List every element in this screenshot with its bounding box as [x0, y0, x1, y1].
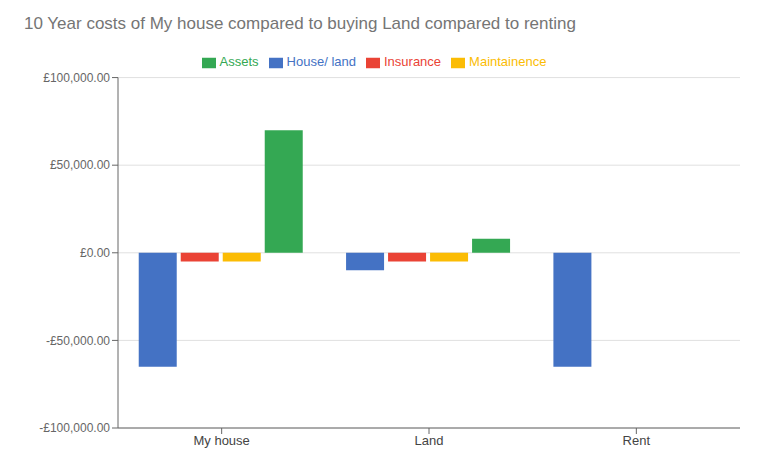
html-text:House/ land: House/ land [286, 54, 356, 69]
svg-text:My house: My house [193, 433, 249, 448]
svg-text:£100,000.00: £100,000.00 [43, 71, 110, 85]
svg-text:£50,000.00: £50,000.00 [50, 158, 110, 172]
html-text:Maintainence: Maintainence [469, 54, 547, 69]
svg-text:£0.00: £0.00 [80, 246, 110, 260]
html-text:Assets: Assets [219, 54, 259, 69]
svg-text:-£50,000.00: -£50,000.00 [46, 334, 110, 348]
html-text:Insurance: Insurance [384, 54, 442, 69]
html-text:10 Year costs of My house comp: 10 Year costs of My house compared to bu… [24, 14, 576, 33]
svg-text:Land: Land [415, 433, 444, 448]
svg-text:-£100,000.00: -£100,000.00 [39, 421, 110, 435]
svg-text:Rent: Rent [623, 433, 651, 448]
